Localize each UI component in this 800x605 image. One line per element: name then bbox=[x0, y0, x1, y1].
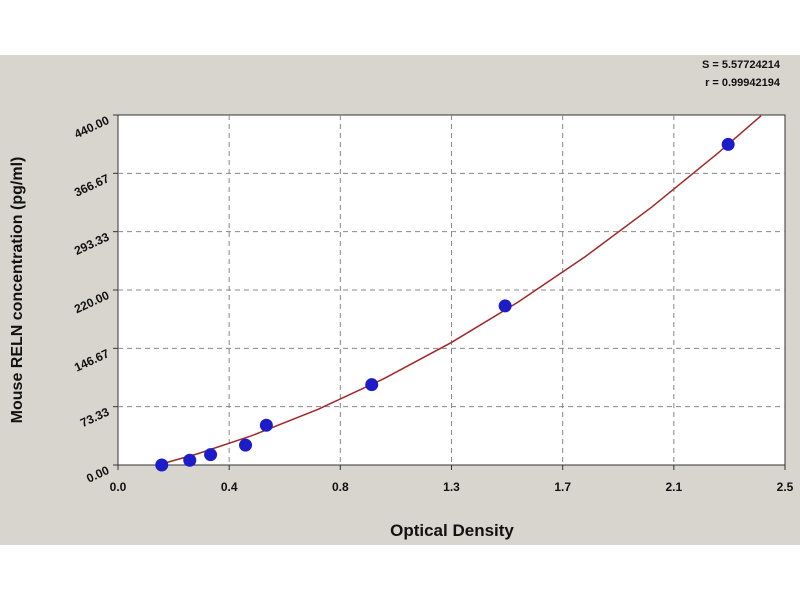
x-tick-label: 0.8 bbox=[332, 480, 349, 494]
data-point bbox=[239, 438, 253, 452]
data-point bbox=[259, 418, 273, 432]
data-point bbox=[498, 299, 512, 313]
x-tick-label: 0.4 bbox=[221, 480, 238, 494]
x-tick-label: 2.5 bbox=[777, 480, 794, 494]
data-point bbox=[204, 448, 218, 462]
data-point bbox=[183, 453, 197, 467]
x-tick-label: 1.7 bbox=[554, 480, 571, 494]
data-point bbox=[155, 458, 169, 472]
x-tick-label: 2.1 bbox=[665, 480, 682, 494]
y-axis-label: Mouse RELN concentration (pg/ml) bbox=[9, 157, 26, 424]
x-tick-label: 1.3 bbox=[443, 480, 460, 494]
annotation: r = 0.99942194 bbox=[705, 77, 781, 89]
annotation: S = 5.57724214 bbox=[702, 59, 781, 71]
data-point bbox=[721, 137, 735, 151]
x-tick-label: 0.0 bbox=[110, 480, 127, 494]
x-axis-label: Optical Density bbox=[390, 521, 514, 540]
data-point bbox=[365, 378, 379, 392]
fit-curve bbox=[157, 115, 762, 466]
